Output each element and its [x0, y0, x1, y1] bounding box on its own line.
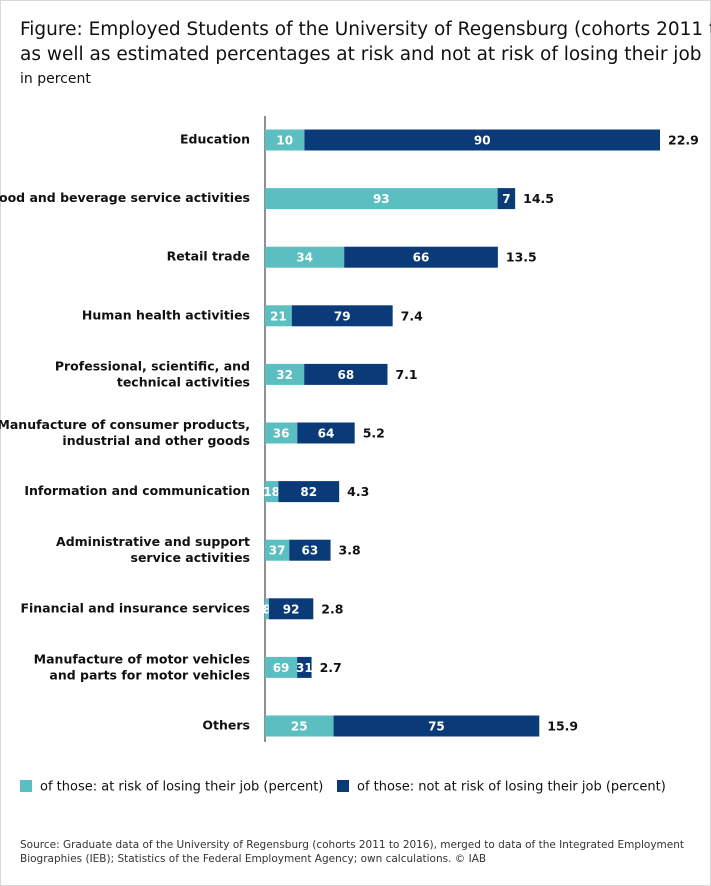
- category-label: Others: [202, 718, 250, 733]
- segment-label: 68: [337, 368, 354, 382]
- bar-segment: [265, 363, 305, 385]
- bar-segment: [265, 539, 290, 561]
- bar-segment: [265, 481, 279, 503]
- bar-segment: [278, 481, 340, 503]
- category-label: Administrative and support service activi…: [56, 534, 250, 565]
- segment-label: 63: [302, 544, 319, 558]
- legend-swatch: [337, 780, 349, 792]
- category-label: Professional, scientific, and technical a…: [55, 358, 250, 389]
- total-label: 15.9: [547, 719, 578, 734]
- total-label: 7.1: [395, 367, 417, 382]
- total-label: 2.7: [320, 660, 342, 675]
- bar-segment: [265, 656, 298, 678]
- bar-segment: [304, 129, 661, 151]
- total-label: 5.2: [363, 426, 385, 441]
- total-label: 22.9: [668, 133, 699, 148]
- total-label: 2.8: [321, 601, 343, 616]
- total-label: 7.4: [401, 308, 423, 323]
- legend-label: of those: at risk of losing their job (p…: [40, 780, 323, 795]
- total-label: 14.5: [523, 191, 554, 206]
- segment-label: 64: [318, 427, 335, 441]
- total-label: 13.5: [506, 250, 537, 265]
- chart-title: Figure: Employed Students of the Univers…: [20, 19, 711, 65]
- total-label: 3.8: [339, 543, 361, 558]
- category-label: Manufacture of consumer products, industr…: [0, 417, 250, 448]
- segment-label: 32: [276, 368, 293, 382]
- legend-label: of those: not at risk of losing their jo…: [357, 780, 666, 795]
- bar-segment: [265, 129, 305, 151]
- category-label: Information and communication: [24, 483, 250, 498]
- bar-segment: [268, 598, 314, 620]
- segment-label: 90: [474, 134, 491, 148]
- segment-label: 21: [270, 309, 287, 323]
- segment-label: 92: [283, 602, 300, 616]
- bar-segment: [333, 715, 540, 737]
- segment-label: 79: [334, 309, 351, 323]
- category-label: Manufacture of motor vehicles and parts f…: [34, 651, 250, 682]
- bar-segment: [265, 305, 292, 327]
- segment-label: 82: [300, 485, 317, 499]
- segment-label: 36: [273, 427, 290, 441]
- segment-label: 37: [269, 544, 286, 558]
- source-note: Source: Graduate data of the University …: [20, 839, 684, 865]
- segment-label: 66: [413, 251, 430, 265]
- segment-label: 75: [428, 720, 445, 734]
- segment-label: 7: [502, 192, 510, 206]
- bar-segment: [304, 363, 388, 385]
- segment-label: 93: [373, 192, 390, 206]
- bar-segment: [297, 656, 312, 678]
- bar-segment: [291, 305, 393, 327]
- category-label: Retail trade: [167, 249, 250, 264]
- segment-label: 69: [273, 661, 290, 675]
- segment-label: 25: [291, 720, 308, 734]
- bar-segment: [289, 539, 331, 561]
- bar-segment: [265, 598, 269, 620]
- category-label: Food and beverage service activities: [0, 190, 250, 205]
- bar-segment: [497, 188, 516, 210]
- bar-segment: [297, 422, 355, 444]
- bar-segment: [265, 715, 334, 737]
- bar-segment: [265, 188, 498, 210]
- category-label: Human health activities: [82, 307, 250, 322]
- segment-label: 8: [263, 602, 271, 616]
- bar-segment: [344, 246, 498, 268]
- segment-label: 18: [263, 485, 280, 499]
- segment-label: 34: [296, 251, 313, 265]
- segment-label: 10: [276, 134, 293, 148]
- total-label: 4.3: [347, 484, 369, 499]
- bar-segment: [265, 246, 345, 268]
- legend-swatch: [20, 780, 32, 792]
- category-label: Education: [180, 132, 250, 147]
- segment-label: 31: [296, 661, 313, 675]
- category-label: Financial and insurance services: [20, 600, 250, 615]
- bar-segment: [265, 422, 298, 444]
- chart-subtitle: in percent: [20, 71, 91, 87]
